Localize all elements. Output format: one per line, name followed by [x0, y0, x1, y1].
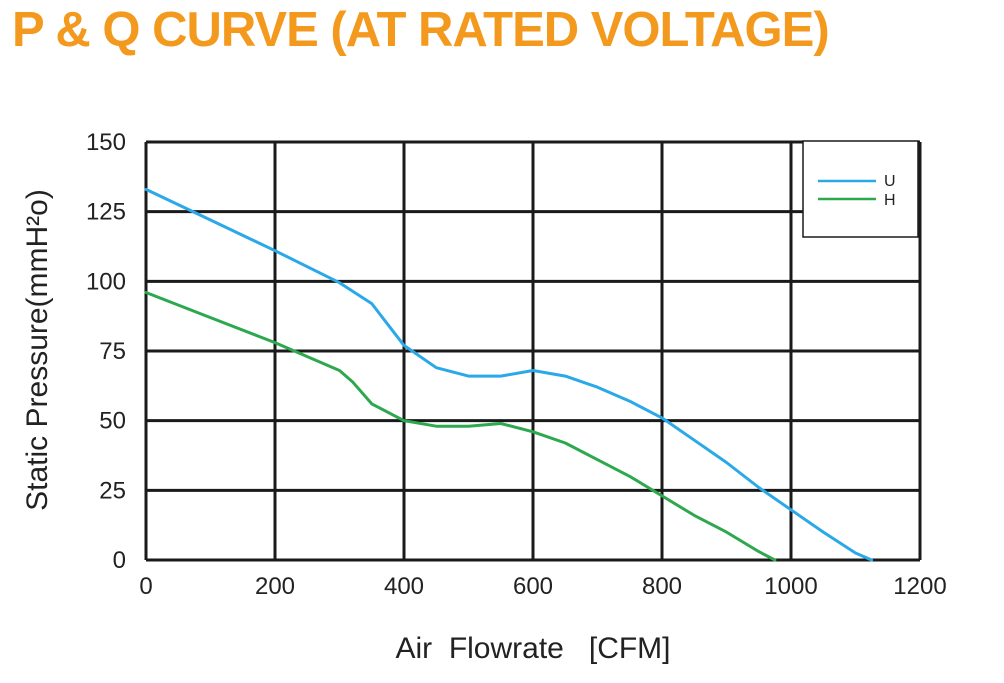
series-line-h	[144, 291, 777, 562]
legend: U H	[802, 140, 919, 238]
y-tick-label: 100	[86, 268, 126, 295]
y-axis-label: Static Pressure(mmH²o)	[21, 189, 54, 511]
chart-title: P & Q CURVE (AT RATED VOLTAGE)	[12, 3, 830, 57]
x-tick-label: 0	[139, 573, 152, 600]
y-tick-label: 25	[99, 477, 126, 504]
legend-box	[802, 140, 919, 238]
series-lines	[144, 187, 874, 562]
grid-lines	[144, 140, 922, 562]
x-tick-label: 800	[642, 573, 682, 600]
y-tick-label: 75	[99, 338, 126, 365]
y-tick-label: 0	[113, 547, 126, 574]
x-tick-label: 600	[513, 573, 553, 600]
x-tick-label: 1000	[764, 573, 817, 600]
tick-labels: 0 200 400 600 800 1000 1200 0 25 50 75 100 125 150	[86, 129, 947, 600]
x-axis-label: Air Flowrate [CFM]	[395, 632, 670, 665]
y-tick-label: 125	[86, 199, 126, 226]
series-line-u	[144, 187, 874, 562]
x-tick-label: 400	[384, 573, 424, 600]
legend-label-u: U	[884, 173, 896, 190]
legend-label-h: H	[884, 192, 896, 209]
y-tick-label: 50	[99, 408, 126, 435]
y-tick-label: 150	[86, 129, 126, 156]
x-tick-label: 1200	[893, 573, 946, 600]
x-tick-label: 200	[255, 573, 295, 600]
